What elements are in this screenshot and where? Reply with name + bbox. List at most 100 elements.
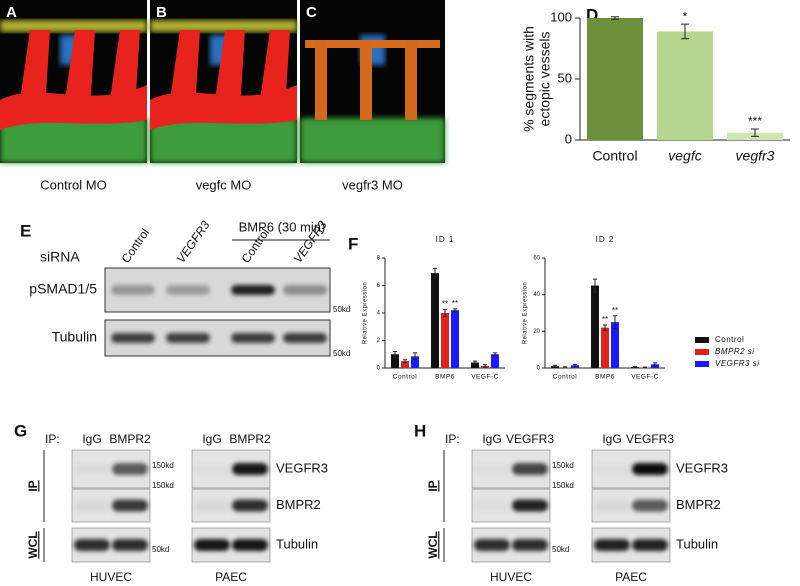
y-tick-label: 0: [537, 366, 541, 372]
group-label: WCL: [26, 531, 40, 558]
y-axis-label: Relative Expression: [523, 282, 529, 345]
blot-band: [232, 499, 268, 512]
blot: [71, 527, 271, 563]
blot: [71, 449, 271, 489]
bar: [591, 285, 599, 368]
row-label: siRNA: [40, 249, 80, 265]
blot-band: [512, 499, 548, 512]
orange-vessel: [360, 40, 372, 120]
blot: [71, 488, 271, 523]
group-label: IP: [426, 480, 440, 491]
blot-band: [512, 463, 548, 475]
significance: ***: [748, 114, 762, 128]
subplot-title: ID 1: [436, 235, 455, 244]
size-marker: 50kd: [333, 349, 350, 358]
row-label: pSMAD1/5: [29, 281, 97, 297]
bar: [431, 273, 439, 368]
treatment-label: BMP6 (30 min): [239, 219, 326, 234]
blot-band: [111, 285, 155, 295]
y-axis-label: ectopic vessels: [537, 32, 553, 127]
x-tick-label: BMP6: [435, 374, 455, 381]
micrograph: [300, 0, 445, 163]
blot-band: [474, 463, 510, 475]
row-label: Tubulin: [276, 536, 318, 551]
y-tick-label: 40: [533, 292, 540, 298]
image-caption: vegfr3 MO: [342, 177, 403, 192]
blot-band: [474, 539, 510, 551]
red-vessel: [170, 30, 200, 110]
cell-label: HUVEC: [490, 570, 532, 584]
x-tick-label: Control: [393, 374, 418, 381]
blot-band: [74, 539, 110, 551]
y-tick-label: 8: [377, 256, 381, 262]
blot-band: [594, 499, 630, 512]
ip-prefix: IP:: [445, 432, 460, 446]
micrograph: [0, 0, 147, 163]
row-label: VEGFR3: [276, 460, 328, 475]
red-vessel: [215, 30, 245, 110]
cell-label: HUVEC: [90, 570, 132, 584]
orange-vessel: [315, 40, 327, 120]
red-vessel: [20, 30, 50, 110]
bar: [401, 361, 409, 368]
image-caption: Control MO: [40, 177, 106, 192]
blot: [104, 267, 331, 313]
legend-label: VEGFR3 si: [715, 359, 760, 368]
row-label: BMPR2: [676, 497, 721, 512]
red-vessel: [260, 30, 290, 110]
red-vessel: [110, 30, 140, 110]
significance: *: [683, 9, 688, 23]
red-vessel: [65, 30, 95, 110]
x-tick-label: BMP6: [595, 374, 615, 381]
size-marker: 150kd: [552, 461, 574, 470]
panel-letter: H: [414, 421, 426, 440]
lane-label: IgG: [602, 432, 621, 446]
bar: [601, 327, 609, 368]
panel-letter: E: [20, 221, 31, 240]
blot-band: [112, 539, 148, 551]
row-label: Tubulin: [676, 536, 718, 551]
bar: [411, 356, 419, 368]
y-tick-label: 20: [533, 329, 540, 335]
legend-swatch: [695, 337, 709, 343]
group-label: WCL: [426, 531, 440, 558]
y-tick-label: 6: [377, 283, 381, 289]
x-tick-label: VEGF-C: [631, 374, 659, 381]
lane-label: BMPR2: [109, 432, 151, 446]
image-caption: vegfc MO: [196, 177, 252, 192]
y-axis-label: % segments with: [521, 26, 537, 132]
size-marker: 150kd: [152, 481, 174, 490]
blot-band: [112, 499, 148, 512]
y-tick-label: 2: [377, 338, 381, 344]
size-marker: 150kd: [152, 461, 174, 470]
y-tick-label: 60: [533, 256, 540, 262]
blot-band: [231, 285, 275, 295]
bar: [491, 354, 499, 368]
y-tick-label: 0: [377, 366, 381, 372]
row-label: Tubulin: [52, 329, 97, 345]
micrograph: [150, 0, 297, 163]
blot-band: [231, 333, 275, 343]
ip-prefix: IP:: [45, 432, 60, 446]
row-label: BMPR2: [276, 497, 321, 512]
green-tissue: [150, 118, 297, 163]
bar: [471, 362, 479, 368]
panel-letter: F: [348, 234, 358, 253]
blot-band: [194, 463, 230, 475]
significance: **: [612, 306, 618, 315]
significance: **: [452, 299, 458, 308]
blot-band: [283, 285, 327, 295]
blot-band: [232, 539, 268, 551]
legend-label: BMPR2 si: [715, 347, 755, 356]
blot-band: [111, 333, 155, 343]
blot-band: [632, 463, 668, 475]
blot-band: [632, 539, 668, 551]
size-marker: 50kd: [552, 545, 569, 554]
significance: **: [442, 300, 448, 309]
x-tick-label: vegfc: [668, 148, 701, 164]
lane-label: IgG: [482, 432, 501, 446]
blot: [471, 449, 671, 489]
panel-letter: B: [156, 4, 167, 21]
yellow-layer: [150, 20, 297, 32]
